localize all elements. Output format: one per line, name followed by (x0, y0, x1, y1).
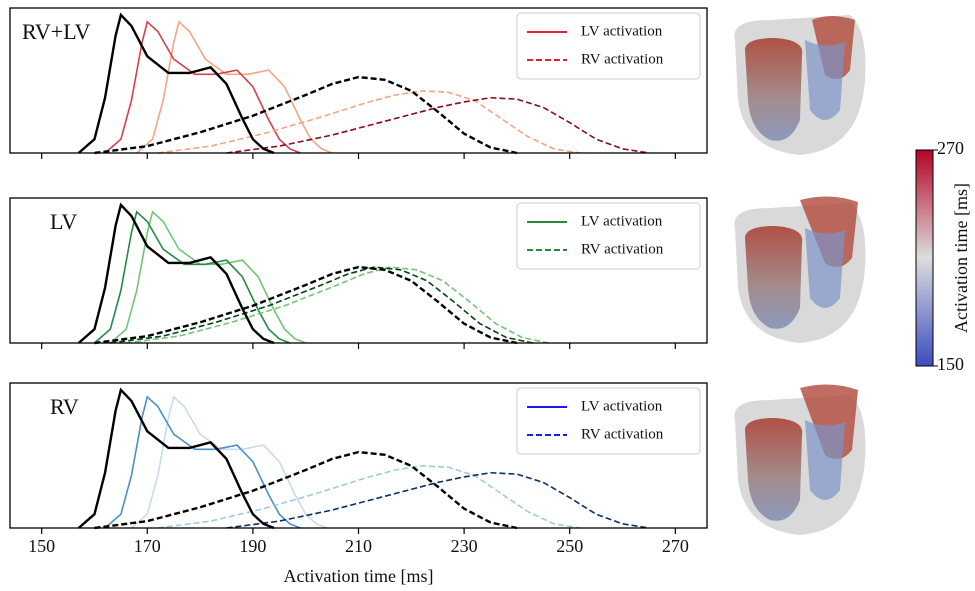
density-curve (130, 395, 328, 529)
density-curve (77, 202, 275, 345)
legend-label: RV activation (581, 426, 664, 442)
legend-box (516, 202, 701, 270)
density-curve (157, 465, 581, 529)
x-tick-label: 190 (239, 536, 266, 556)
panel: RV+LV LV activation RV activation (9, 7, 708, 159)
colorbar-label: Activation time [ms] (951, 183, 971, 333)
density-curve (94, 75, 518, 155)
density-curve (94, 265, 518, 345)
panel-label: RV (50, 394, 79, 419)
x-tick-label: 230 (451, 536, 478, 556)
heart (734, 15, 866, 155)
x-tick-label: 170 (134, 536, 161, 556)
x-tick-label: 250 (556, 536, 583, 556)
legend-label: RV activation (581, 241, 664, 257)
x-axis-label: Activation time [ms] (284, 566, 434, 586)
density-curve (94, 450, 518, 530)
density-curve (226, 471, 650, 529)
density-curve (77, 387, 275, 530)
panel-label: RV+LV (22, 19, 91, 44)
panel: 150 170 190 210 230 250 270 Activation time [ms… (9, 382, 708, 586)
legend-label: LV activation (581, 213, 663, 229)
legend-label: LV activation (581, 23, 663, 39)
density-curve (226, 96, 650, 154)
colorbar-tick-label: 150 (937, 354, 964, 374)
colorbar (915, 149, 934, 367)
legend-box (516, 12, 701, 80)
legend-label: LV activation (581, 398, 663, 414)
density-curve (136, 20, 333, 154)
panel-label: LV (50, 209, 77, 234)
heart-renderings (734, 15, 866, 535)
density-curve (104, 20, 301, 154)
heart (734, 196, 866, 343)
density-curve (104, 395, 301, 529)
legend-label: RV activation (581, 51, 664, 67)
x-tick-label: 270 (662, 536, 689, 556)
colorbar-tick-label: 270 (937, 138, 964, 158)
density-curve (126, 266, 549, 344)
x-tick-label: 210 (345, 536, 372, 556)
density-curve (77, 12, 275, 155)
density-curve (93, 210, 291, 344)
heart (734, 384, 866, 535)
x-tick-label: 150 (28, 536, 55, 556)
panel: LV LV activation RV activation (9, 197, 708, 349)
density-curve (157, 90, 581, 154)
legend-box (516, 387, 701, 455)
density-curve (110, 266, 533, 344)
